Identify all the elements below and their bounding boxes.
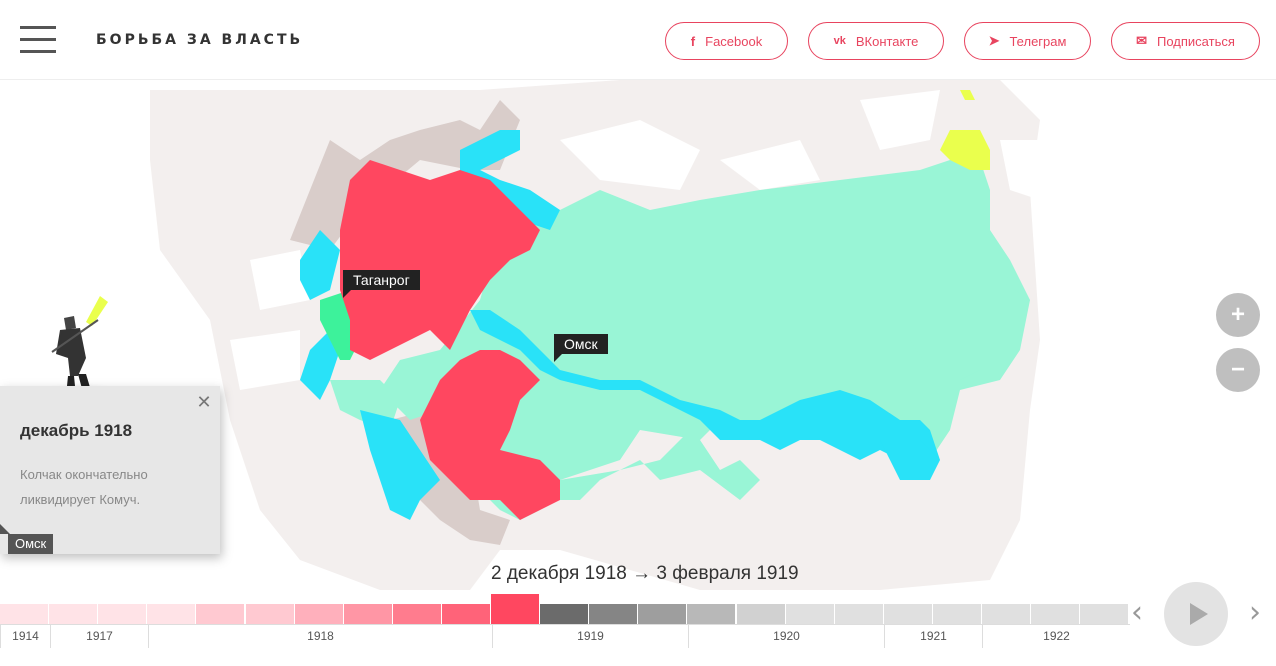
timeline-year-label[interactable]: 1922 — [982, 624, 1130, 648]
timeline-segment[interactable] — [589, 604, 639, 624]
timeline-year-label[interactable]: 1914 — [0, 624, 50, 648]
timeline-segment[interactable] — [540, 604, 590, 624]
event-description: Колчак окончательно ликвидирует Комуч. — [20, 467, 148, 507]
timeline-baseline — [0, 624, 1130, 625]
event-card: ✕ декабрь 1918 Колчак окончательно ликви… — [0, 386, 220, 554]
timeline-segment[interactable] — [196, 604, 246, 624]
subscribe-label: Подписаться — [1157, 33, 1235, 49]
timeline-segment[interactable] — [638, 604, 688, 624]
vk-icon: vk — [833, 35, 846, 47]
timeline-year-label[interactable]: 1921 — [884, 624, 982, 648]
event-location[interactable]: Омск — [8, 534, 54, 554]
timeline-segment[interactable] — [98, 604, 148, 624]
site-title[interactable]: БОРЬБА ЗА ВЛАСТЬ — [96, 32, 304, 48]
timeline-segment[interactable] — [343, 604, 393, 624]
play-button[interactable] — [1164, 582, 1228, 646]
header: БОРЬБА ЗА ВЛАСТЬ f Facebook vk ВКонтакте… — [0, 0, 1276, 80]
telegram-share-label: Телеграм — [1009, 33, 1067, 49]
telegram-icon: ➤ — [988, 33, 1000, 48]
timeline-year-label[interactable]: 1918 — [148, 624, 492, 648]
timeline-segment[interactable] — [1080, 604, 1130, 624]
timeline-segment[interactable] — [441, 604, 491, 624]
timeline-year-label[interactable]: 1917 — [50, 624, 148, 648]
timeline-segment[interactable] — [687, 604, 737, 624]
timeline-segment-active[interactable] — [491, 594, 541, 624]
close-icon[interactable]: ✕ — [196, 392, 212, 412]
territory-map[interactable] — [0, 80, 1276, 595]
previous-arrow-icon[interactable]: ‹ — [1131, 595, 1143, 630]
timeline-segment[interactable] — [294, 604, 344, 624]
timeline-segment[interactable] — [392, 604, 442, 624]
facebook-icon: f — [690, 33, 696, 49]
telegram-share-button[interactable]: ➤ Телеграм — [964, 22, 1091, 60]
zoom-out-button[interactable]: − — [1216, 348, 1260, 392]
timeline-segment[interactable] — [932, 604, 982, 624]
timeline-year-label[interactable]: 1919 — [492, 624, 688, 648]
red-territories — [340, 160, 560, 520]
city-label-omsk[interactable]: Омск — [554, 334, 608, 362]
location-pointer-icon — [0, 524, 10, 534]
map[interactable]: Таганрог Омск + − — [0, 80, 1276, 595]
cyan-territories — [300, 130, 940, 520]
timeline-segment[interactable] — [49, 604, 99, 624]
vk-share-button[interactable]: vk ВКонтакте — [808, 22, 944, 60]
timeline-segment[interactable] — [982, 604, 1032, 624]
yellow-territories — [940, 90, 990, 170]
facebook-share-button[interactable]: f Facebook — [665, 22, 788, 60]
zoom-in-button[interactable]: + — [1216, 293, 1260, 337]
timeline[interactable]: 1914 1917 1918 1919 1920 1921 1922 — [0, 594, 1130, 654]
play-icon — [1190, 603, 1208, 625]
timeline-segment[interactable] — [883, 604, 933, 624]
event-date: декабрь 1918 — [20, 421, 133, 440]
vk-share-label: ВКонтакте — [855, 33, 919, 49]
mail-icon: ✉ — [1136, 33, 1147, 48]
city-label-taganrog[interactable]: Таганрог — [343, 270, 420, 298]
subscribe-button[interactable]: ✉ Подписаться — [1111, 22, 1260, 60]
timeline-segment[interactable] — [736, 604, 786, 624]
timeline-segment[interactable] — [147, 604, 197, 624]
timeline-years: 1914 1917 1918 1919 1920 1921 1922 — [0, 624, 1130, 648]
timeline-segment[interactable] — [1031, 604, 1081, 624]
facebook-share-label: Facebook — [705, 33, 763, 49]
period-label: 2 декабря 1918 → 3 февраля 1919 — [491, 563, 799, 584]
mint-territories — [330, 160, 1030, 520]
timeline-segment[interactable] — [0, 604, 50, 624]
timeline-segment[interactable] — [834, 604, 884, 624]
hamburger-menu-icon[interactable] — [20, 24, 56, 56]
timeline-segment[interactable] — [245, 604, 295, 624]
map-white-gaps — [230, 90, 1040, 390]
timeline-segment[interactable] — [785, 604, 835, 624]
timeline-year-label[interactable]: 1920 — [688, 624, 884, 648]
next-arrow-icon[interactable]: › — [1249, 595, 1261, 630]
